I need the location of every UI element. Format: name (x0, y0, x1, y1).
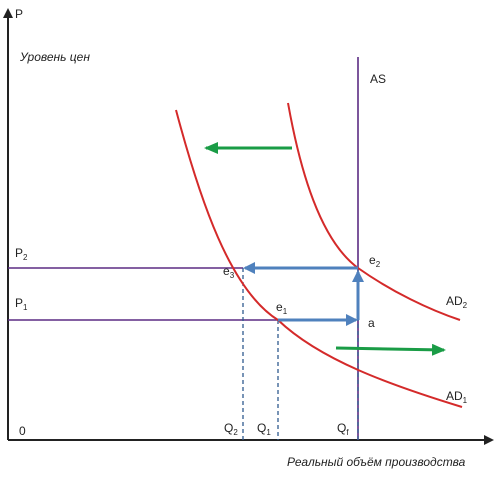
q1-label: Q1 (257, 421, 271, 437)
ad1-curve (175, 109, 463, 408)
ad2-curve (287, 102, 461, 321)
ad1-label: AD1 (446, 389, 468, 405)
e2-label: e2 (369, 253, 381, 269)
x-axis-title: Реальный объём производства (287, 455, 466, 469)
e3-label: e3 (223, 264, 235, 280)
p2-label: P2 (15, 246, 28, 262)
point-a-label: a (368, 316, 375, 330)
origin-label: 0 (19, 424, 26, 438)
p1-label: P1 (15, 296, 28, 312)
as-label: AS (370, 72, 386, 86)
y-axis-symbol: P (15, 7, 23, 21)
green-arrow-right (335, 343, 446, 356)
ad2-label: AD2 (446, 294, 468, 310)
e1-label: e1 (276, 300, 288, 316)
q2-label: Q2 (224, 421, 238, 437)
qf-label: Qf (337, 421, 349, 437)
y-axis-title: Уровень цен (19, 50, 90, 64)
